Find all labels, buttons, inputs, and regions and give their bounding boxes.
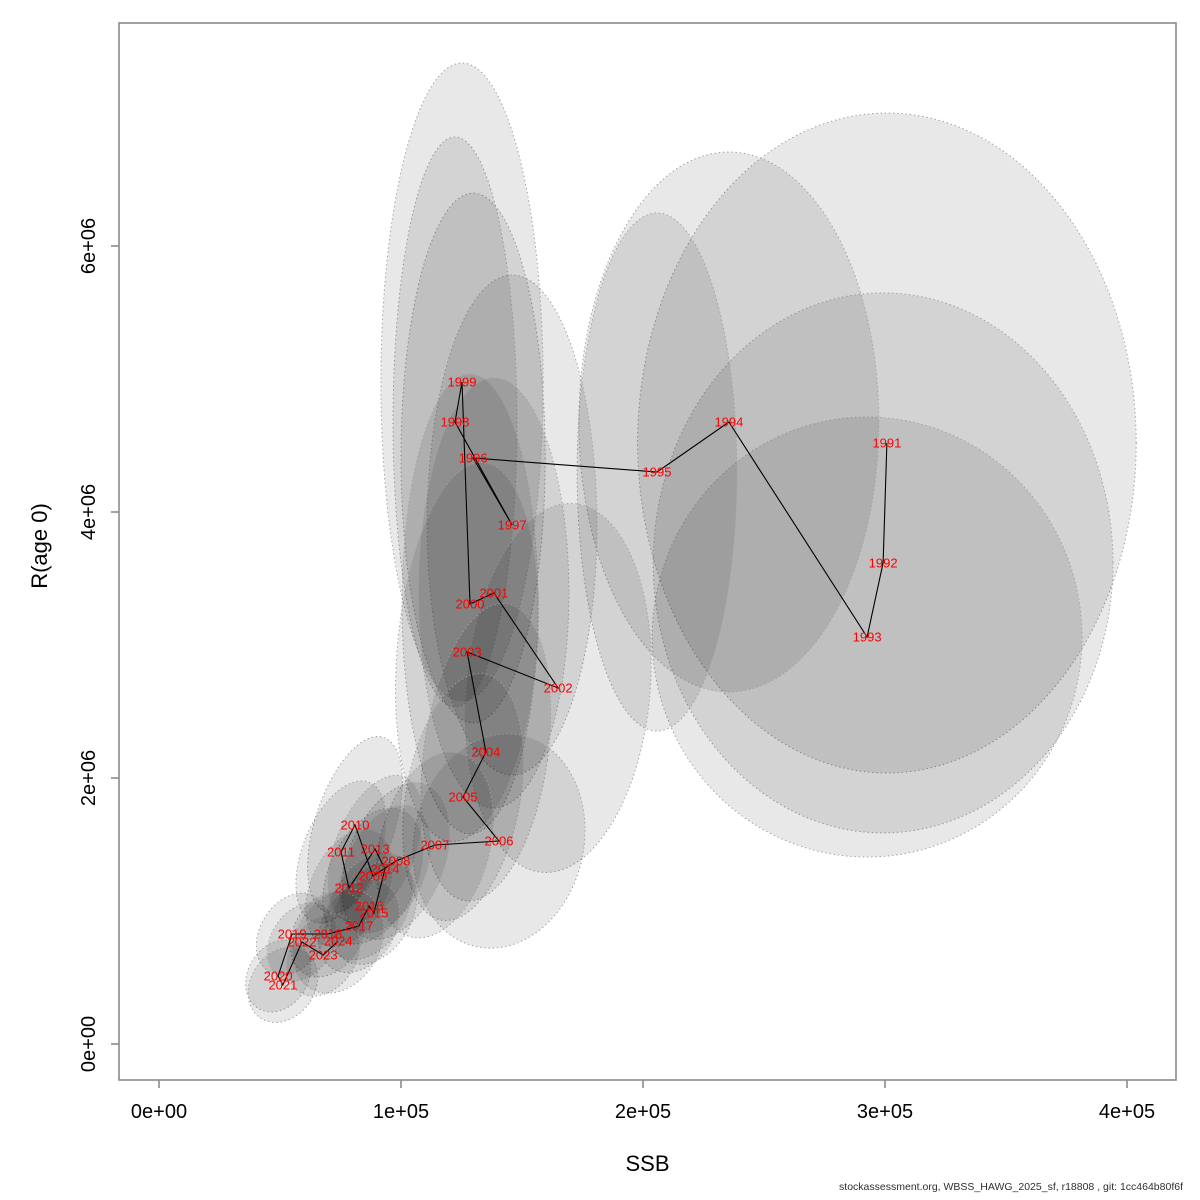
year-label-1998: 1998 xyxy=(441,415,470,430)
year-label-1997: 1997 xyxy=(498,518,527,533)
year-label-2015: 2015 xyxy=(359,906,388,921)
year-label-2012: 2012 xyxy=(335,881,364,896)
year-label-2000: 2000 xyxy=(456,597,485,612)
y-tick-label: 4e+06 xyxy=(78,484,100,540)
x-axis: 0e+00 1e+05 2e+05 3e+05 4e+05 xyxy=(131,1080,1155,1123)
year-label-2020: 2020 xyxy=(264,969,293,984)
trajectory-line xyxy=(277,382,888,987)
footer-caption: stockassessment.org, WBSS_HAWG_2025_sf, … xyxy=(839,1181,1183,1193)
year-label-2007: 2007 xyxy=(420,838,449,853)
confidence-ellipses xyxy=(245,62,1137,1023)
year-label-2011: 2011 xyxy=(327,844,355,859)
year-label-2009: 2009 xyxy=(358,869,387,884)
year-label-2018: 2018 xyxy=(313,927,342,942)
year-label-2016: 2016 xyxy=(355,898,384,913)
y-axis: 0e+00 2e+06 4e+06 6e+06 xyxy=(78,218,119,1072)
year-label-1994: 1994 xyxy=(714,415,743,430)
y-tick-label: 6e+06 xyxy=(78,218,100,274)
x-tick-label: 0e+00 xyxy=(131,1101,187,1123)
plot-border xyxy=(118,22,1177,1081)
year-label-2014: 2014 xyxy=(371,862,400,877)
year-label-2006: 2006 xyxy=(485,834,514,849)
year-label-2004: 2004 xyxy=(471,745,500,760)
year-label-1995: 1995 xyxy=(643,465,672,480)
year-label-2024: 2024 xyxy=(324,934,353,949)
year-labels: 1991 1992 1993 1994 1995 1996 1997 1998 1999 2000… xyxy=(264,375,902,993)
year-label-2021: 2021 xyxy=(268,977,297,992)
year-label-2005: 2005 xyxy=(449,790,478,805)
x-axis-title: SSB xyxy=(625,1151,670,1176)
year-label-2023: 2023 xyxy=(309,948,338,963)
x-tick-label: 1e+05 xyxy=(373,1101,429,1123)
y-tick-label: 2e+06 xyxy=(78,750,100,806)
year-label-1999: 1999 xyxy=(448,375,477,390)
x-tick-label: 4e+05 xyxy=(1099,1101,1155,1123)
y-axis-title: R(age 0) xyxy=(27,503,52,589)
x-tick-label: 3e+05 xyxy=(857,1101,913,1123)
year-label-2022: 2022 xyxy=(288,935,317,950)
year-label-2003: 2003 xyxy=(453,645,482,660)
year-label-2001: 2001 xyxy=(479,586,508,601)
year-label-2010: 2010 xyxy=(341,817,370,832)
y-tick-label: 0e+00 xyxy=(78,1016,100,1072)
year-label-1992: 1992 xyxy=(869,555,898,570)
year-label-1991: 1991 xyxy=(872,436,901,451)
year-label-2013: 2013 xyxy=(361,842,390,857)
year-label-2002: 2002 xyxy=(544,681,573,696)
year-label-2019: 2019 xyxy=(278,927,307,942)
year-label-2017: 2017 xyxy=(344,919,373,934)
year-label-2008: 2008 xyxy=(381,854,410,869)
x-tick-label: 2e+05 xyxy=(615,1101,671,1123)
year-label-1993: 1993 xyxy=(853,630,882,645)
year-label-1996: 1996 xyxy=(459,451,488,466)
